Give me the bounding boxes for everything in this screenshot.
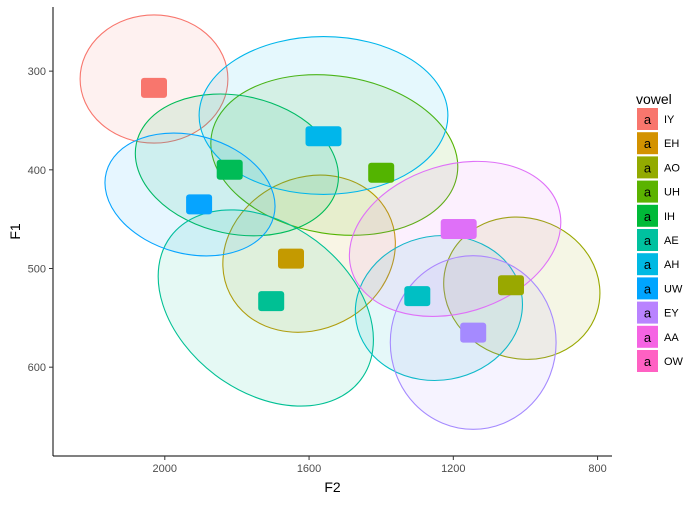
legend: vowel a IY a EH a AO a UH a IH a AE a AH a UW a EY a AA a OW [636,91,684,372]
centroid-uw [305,126,342,147]
centroid-eh [278,248,304,269]
y-tick-label: 300 [28,66,46,78]
ellipse-uw [198,36,449,195]
x-tick-label: 1200 [441,463,465,475]
centroid-ih [216,159,243,180]
legend-label-ih: IH [664,211,675,223]
legend-key-glyph: a [644,306,652,321]
legend-label-eh: EH [664,138,679,150]
axes-layer: 2000 1600 1200 800 300 400 500 600 F2 F1 [7,7,612,495]
legend-key-glyph: a [644,281,652,296]
x-tick-label: 800 [588,463,606,475]
centroid-ey [186,194,213,215]
legend-label-ao: AO [664,162,680,174]
centroid-aa [460,322,487,343]
legend-key-uh [637,180,658,203]
centroid-iy [141,77,167,98]
centroid-uh [368,162,395,183]
legend-key-glyph: a [644,233,652,248]
x-axis-title: F2 [324,479,341,495]
centroid-ow [440,219,477,239]
y-tick-label: 600 [28,362,46,374]
legend-key-iy [637,108,658,130]
y-axis-title: F1 [7,223,23,240]
legend-key-ow [637,350,658,372]
legend-key-ae [637,229,658,251]
legend-key-glyph: a [644,136,652,151]
points-layer [141,77,524,343]
legend-key-ao [637,156,658,179]
centroid-ao [498,275,524,296]
legend-key-glyph: a [644,112,652,127]
legend-label-uw: UW [664,283,683,295]
legend-key-ih [637,204,658,227]
legend-label-ey: EY [664,308,679,320]
legend-key-glyph: a [644,209,652,224]
legend-key-aa [637,325,658,348]
centroid-ah [404,286,431,307]
x-tick-label: 1600 [297,463,321,475]
legend-key-glyph: a [644,160,652,175]
legend-label-ow: OW [664,356,684,368]
legend-key-uw [637,277,658,300]
legend-label-aa: AA [664,332,679,344]
legend-key-glyph: a [644,185,652,200]
legend-key-glyph: a [644,257,652,272]
legend-label-iy: IY [664,114,675,126]
legend-key-ah [637,253,658,276]
legend-label-uh: UH [664,187,680,199]
legend-key-glyph: a [644,330,652,345]
legend-key-eh [637,132,658,155]
legend-label-ae: AE [664,235,679,247]
legend-title: vowel [636,91,672,107]
y-tick-label: 400 [28,165,46,177]
legend-key-ey [637,301,658,324]
x-tick-label: 2000 [153,463,177,475]
centroid-ae [258,291,285,312]
legend-label-ah: AH [664,259,679,271]
legend-key-glyph: a [644,354,652,369]
y-tick-label: 500 [28,264,46,276]
